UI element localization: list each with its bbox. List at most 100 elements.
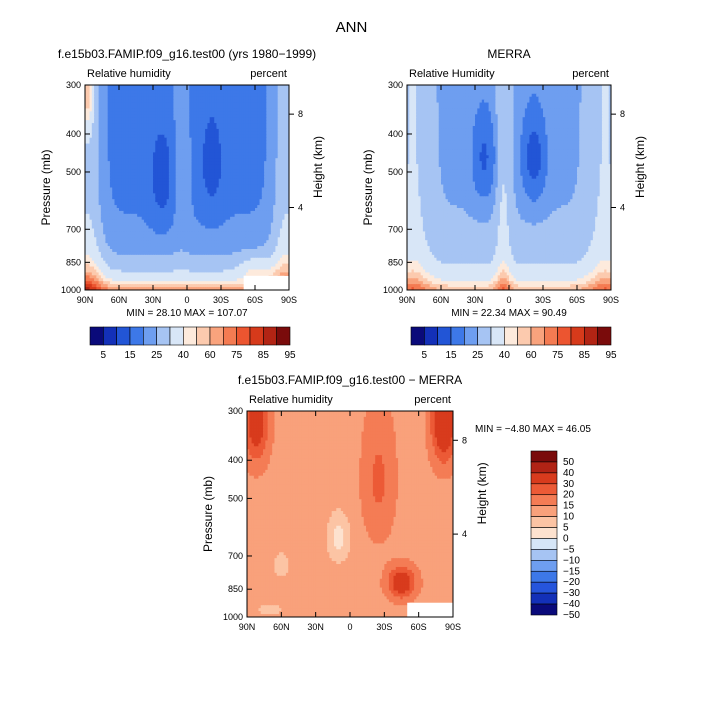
contour-cell [245,126,249,130]
contour-cell [105,96,109,101]
contour-cell [148,105,152,110]
contour-cell [221,87,224,92]
contour-cell [189,143,193,148]
contour-cell [216,181,220,186]
contour-cell [98,175,102,180]
contour-cell [155,158,159,162]
contour-cell [87,158,91,162]
contour-cell [123,208,127,212]
contour-cell [284,190,288,194]
contour-cell [150,196,154,200]
contour-cell [175,216,179,221]
contour-cell [137,231,140,235]
contour-cell [282,134,286,139]
contour-cell [268,93,272,98]
contour-cell [137,161,140,165]
contour-cell [207,155,211,159]
contour-cell [155,111,159,115]
contour-cell [277,193,281,197]
contour-cell [270,99,274,104]
contour-cell [139,140,143,145]
contour-cell [245,87,249,92]
contour-cell [173,228,177,233]
contour-cell [243,149,247,153]
contour-cell [137,184,140,189]
contour-cell [168,134,172,139]
contour-cell [114,178,118,183]
contour-cell [230,164,233,168]
contour-cell [168,164,172,168]
contour-cell [87,108,91,112]
contour-cell [100,85,104,89]
contour-cell [273,208,276,212]
contour-cell [114,205,118,209]
contour-cell [234,187,238,192]
contour-cell [150,105,154,110]
contour-cell [87,102,91,107]
contour-cell [286,85,289,89]
contour-cell [198,178,202,183]
contour-cell [266,134,270,139]
contour-cell [171,143,174,148]
contour-cell [137,149,140,153]
contour-cell [123,131,127,136]
contour-cell [166,199,170,203]
contour-cell [132,202,136,206]
contour-cell [250,243,254,247]
contour-cell [200,190,204,194]
contour-cell [236,143,240,148]
contour-cell [159,120,163,124]
contour-cell [241,149,245,153]
contour-cell [259,105,263,110]
contour-cell [105,210,109,215]
contour-cell [264,85,267,89]
contour-cell [103,164,106,168]
contour-cell [223,202,227,206]
contour-cell [284,111,288,115]
contour-cell [159,175,163,180]
contour-cell [94,190,97,194]
contour-cell [137,196,140,200]
contour-cell [109,193,113,197]
contour-cell [100,225,104,230]
contour-cell [270,231,274,235]
contour-cell [150,149,154,153]
contour-cell [275,196,279,200]
contour-cell [153,169,156,174]
contour-cell [264,105,267,110]
contour-cell [234,99,238,104]
contour-cell [255,167,258,171]
contour-cell [87,205,91,209]
contour-cell [286,87,289,92]
contour-cell [230,90,233,95]
contour-cell [132,190,136,194]
contour-cell [100,167,104,171]
contour-cell [166,108,170,112]
contour-cell [159,237,163,241]
contour-cell [207,131,211,136]
contour-cell [85,190,88,194]
contour-cell [103,202,106,206]
contour-cell [105,219,109,224]
contour-cell [109,99,113,104]
contour-cell [252,210,256,215]
contour-cell [264,234,267,238]
contour-cell [193,105,197,110]
contour-cell [234,105,238,110]
contour-cell [211,222,215,227]
contour-cell [189,117,193,121]
contour-cell [241,93,245,98]
contour-cell [100,90,104,95]
contour-cell [277,219,281,224]
contour-cell [94,90,97,95]
contour-cell [284,205,288,209]
contour-cell [112,243,116,247]
contour-cell [134,199,138,203]
contour-cell [162,96,165,101]
contour-cell [128,123,131,127]
contour-cell [119,228,122,233]
contour-cell [234,123,238,127]
contour-cell [159,96,163,101]
contour-cell [134,134,138,139]
contour-cell [198,117,202,121]
